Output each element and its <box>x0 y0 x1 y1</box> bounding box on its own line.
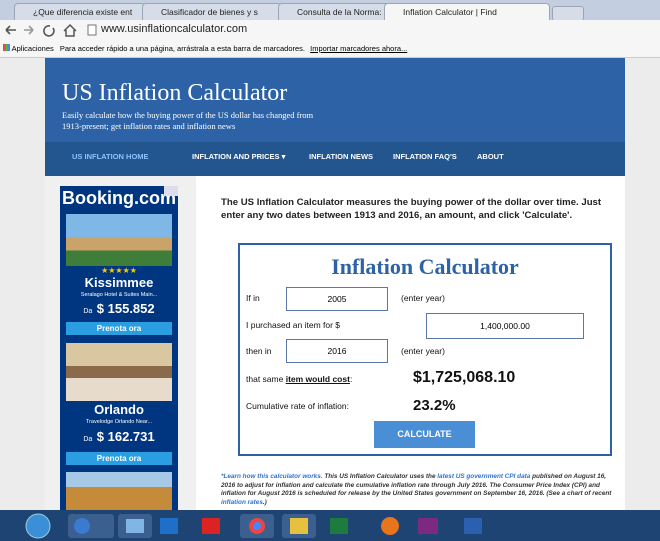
taskbar <box>0 510 660 541</box>
tab[interactable]: ¿Que diferencia existe ent <box>14 3 146 20</box>
price: $ 162.731 <box>97 429 155 444</box>
taskbar-app[interactable] <box>160 518 178 534</box>
screen: {"browser": {"tabs": ["¿Que diferencia e… <box>0 0 660 541</box>
footnote-text: This US Inflation Calculator uses the <box>323 473 438 480</box>
footnote-link[interactable]: latest US government CPI data <box>437 473 530 480</box>
intro-text: The US Inflation Calculator measures the… <box>221 197 613 222</box>
field-label: If in <box>246 293 260 303</box>
field-label: that same item would cost: <box>246 374 352 384</box>
field-hint: (enter year) <box>401 346 445 356</box>
apps-icon <box>3 44 10 51</box>
hotel-photo[interactable] <box>66 343 172 401</box>
adchoices-icon[interactable] <box>164 186 178 196</box>
new-tab-button[interactable] <box>552 6 584 21</box>
site-title[interactable]: US Inflation Calculator <box>62 80 287 107</box>
field-hint: (enter year) <box>401 293 445 303</box>
taskbar-app[interactable] <box>202 518 220 534</box>
help-link[interactable]: item would cost <box>286 374 350 384</box>
book-button[interactable]: Prenota ora <box>66 322 172 335</box>
calculate-button[interactable]: CALCULATE <box>374 421 475 448</box>
result-rate: 23.2% <box>413 397 456 414</box>
forward-button[interactable] <box>24 26 33 34</box>
hotel-photo[interactable] <box>66 214 172 266</box>
hotel-stars: ★★★★★ <box>60 266 178 275</box>
taskbar-app[interactable] <box>330 518 348 534</box>
start-button[interactable] <box>26 514 50 538</box>
footnote-text: .) <box>263 499 267 506</box>
url[interactable]: www.usinflationcalculator.com <box>101 23 247 35</box>
tab-active[interactable]: Inflation Calculator | Find <box>384 3 550 20</box>
nav-item[interactable]: INFLATION NEWS <box>309 152 373 161</box>
price: $ 155.852 <box>97 301 155 316</box>
bookmarks-bar: Aplicaciones Para acceder rápido a una p… <box>0 40 660 58</box>
result-cost: $1,725,068.10 <box>413 369 515 387</box>
hotel-city[interactable]: Kissimmee <box>60 275 178 290</box>
nav-item[interactable]: INFLATION AND PRICES ▾ <box>192 152 285 161</box>
label-text: that same <box>246 374 283 384</box>
hotel-photo[interactable] <box>66 472 172 510</box>
page: Inflation Calculator html, body { margin… <box>0 0 660 541</box>
taskbar-app[interactable] <box>418 518 438 534</box>
calculator-title: Inflation Calculator <box>238 254 612 280</box>
footnote: *Learn how this calculator works. This U… <box>221 473 613 507</box>
price-prefix: Da <box>83 308 92 315</box>
reload-button[interactable] <box>44 26 54 36</box>
hotel-price: Da $ 162.731 <box>60 428 178 446</box>
taskbar-app[interactable] <box>381 517 399 535</box>
field-label: then in <box>246 346 272 356</box>
back-button[interactable] <box>6 26 16 34</box>
end-year-input[interactable]: 2016 <box>286 339 388 363</box>
import-link[interactable]: Importar marcadores ahora... <box>310 44 407 53</box>
book-button[interactable]: Prenota ora <box>66 452 172 465</box>
taskbar-app[interactable] <box>464 518 482 534</box>
apps-link[interactable]: Aplicaciones <box>12 44 54 53</box>
home-button[interactable] <box>64 25 76 36</box>
tab[interactable]: Clasificador de bienes y s <box>142 3 282 20</box>
footnote-link[interactable]: inflation rates <box>221 499 263 506</box>
nav-item[interactable]: US INFLATION HOME <box>72 152 149 161</box>
bookmarks-hint: Para acceder rápido a una página, arrást… <box>60 44 305 53</box>
nav-item[interactable]: ABOUT <box>477 152 504 161</box>
hotel-name: Travelodge Orlando Near... <box>60 419 178 425</box>
ad-brand[interactable]: Booking.com <box>60 188 178 209</box>
hotel-price: Da $ 155.852 <box>60 300 178 318</box>
footnote-link[interactable]: *Learn how this calculator works. <box>221 473 323 480</box>
nav-buttons <box>0 20 100 40</box>
field-label: I purchased an item for $ <box>246 320 340 330</box>
amount-input[interactable]: 1,400,000.00 <box>426 313 584 339</box>
nav-item[interactable]: INFLATION FAQ'S <box>393 152 457 161</box>
page-icon <box>88 25 96 35</box>
price-prefix: Da <box>83 436 92 443</box>
site-subtitle: Easily calculate how the buying power of… <box>62 110 332 131</box>
hotel-name: Seralago Hotel & Suites Main... <box>60 292 178 298</box>
label-text: : <box>350 374 352 384</box>
hotel-city[interactable]: Orlando <box>60 402 178 417</box>
field-label: Cumulative rate of inflation: <box>246 401 349 411</box>
start-year-input[interactable]: 2005 <box>286 287 388 311</box>
